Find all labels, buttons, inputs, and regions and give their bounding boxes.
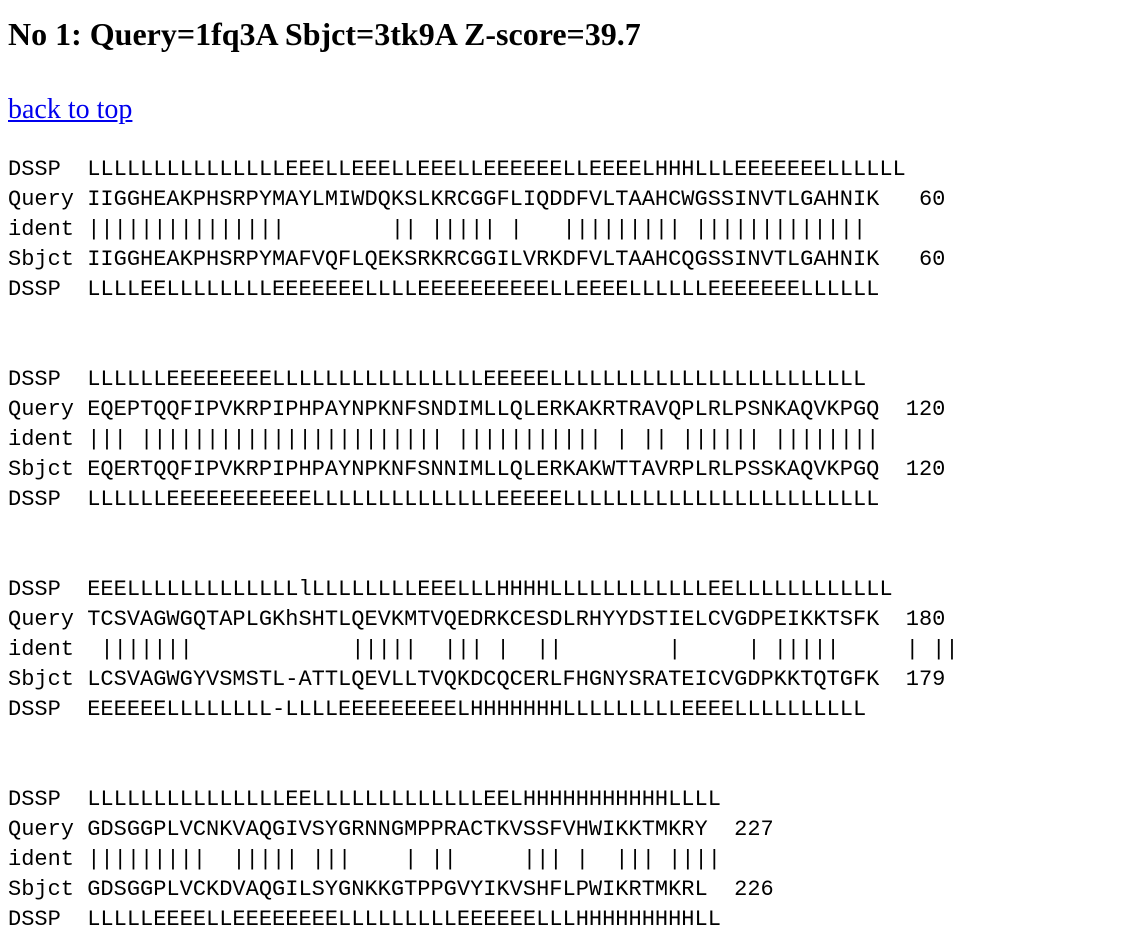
sbjct-sequence-line: Sbjct IIGGHEAKPHSRPYMAFVQFLQEKSRKRCGGILV…: [8, 247, 946, 272]
block-spacer: [8, 725, 959, 785]
identity-line: ident ||||||| ||||| ||| | || | | ||||| |…: [8, 637, 959, 662]
dssp-sbjct-line: DSSP LLLLEELLLLLLLLEEEEEEELLLLEEEEEEEEEE…: [8, 277, 880, 302]
block-spacer: [8, 305, 959, 365]
dssp-sbjct-line: DSSP EEEEEELLLLLLLL-LLLLEEEEEEEEELHHHHHH…: [8, 697, 867, 722]
dssp-query-line: DSSP EEELLLLLLLLLLLLLlLLLLLLLLEEELLLHHHH…: [8, 577, 893, 602]
block-spacer: [8, 515, 959, 575]
sbjct-sequence-line: Sbjct EQERTQQFIPVKRPIPHPAYNPKNFSNNIMLLQL…: [8, 457, 946, 482]
page-title: No 1: Query=1fq3A Sbjct=3tk9A Z-score=39…: [8, 16, 641, 52]
identity-line: ident ||| ||||||||||||||||||||||| ||||||…: [8, 427, 880, 452]
sequence-alignment: DSSP LLLLLLLLLLLLLLLEEELLEEELLEEELLEEEEE…: [8, 155, 959, 935]
identity-line: ident ||||||||||||||| || ||||| | |||||||…: [8, 217, 867, 242]
dssp-query-line: DSSP LLLLLLLLLLLLLLLEEELLEEELLEEELLEEEEE…: [8, 157, 906, 182]
dssp-sbjct-line: DSSP LLLLLEEEELLEEEEEEEELLLLLLLLLEEEEEEL…: [8, 907, 721, 932]
dssp-query-line: DSSP LLLLLLLLLLLLLLLEELLLLLLLLLLLLLEELHH…: [8, 787, 721, 812]
identity-line: ident ||||||||| ||||| ||| | || ||| | |||…: [8, 847, 721, 872]
query-sequence-line: Query TCSVAGWGQTAPLGKhSHTLQEVKMTVQEDRKCE…: [8, 607, 946, 632]
sbjct-sequence-line: Sbjct LCSVAGWGYVSMSTL-ATTLQEVLLTVQKDCQCE…: [8, 667, 946, 692]
query-sequence-line: Query EQEPTQQFIPVKRPIPHPAYNPKNFSNDIMLLQL…: [8, 397, 946, 422]
dssp-sbjct-line: DSSP LLLLLLEEEEEEEEEEELLLLLLLLLLLLLLEEEE…: [8, 487, 880, 512]
sbjct-sequence-line: Sbjct GDSGGPLVCKDVAQGILSYGNKKGTPPGVYIKVS…: [8, 877, 774, 902]
dssp-query-line: DSSP LLLLLLEEEEEEEELLLLLLLLLLLLLLLLEEEEE…: [8, 367, 867, 392]
query-sequence-line: Query IIGGHEAKPHSRPYMAYLMIWDQKSLKRCGGFLI…: [8, 187, 946, 212]
query-sequence-line: Query GDSGGPLVCNKVAQGIVSYGRNNGMPPRACTKVS…: [8, 817, 774, 842]
back-to-top-link[interactable]: back to top: [8, 94, 133, 125]
